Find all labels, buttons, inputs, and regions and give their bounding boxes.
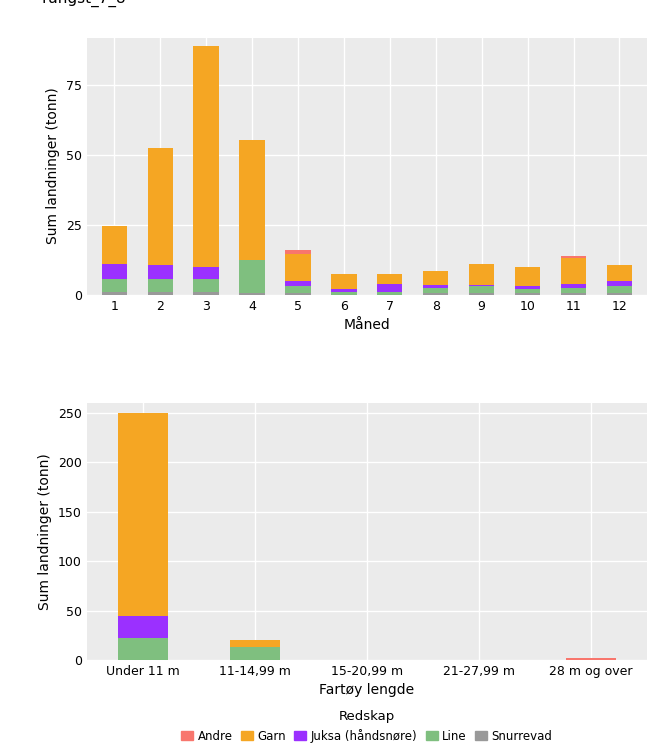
Legend: Andre, Garn, Juksa (håndsnøre), Line, Snurrevad: Andre, Garn, Juksa (håndsnøre), Line, Sn… <box>181 710 552 742</box>
Y-axis label: Sum landninger (tonn): Sum landninger (tonn) <box>39 453 53 610</box>
Bar <box>229 640 280 646</box>
Bar <box>423 288 448 293</box>
Bar <box>117 638 168 659</box>
Bar <box>515 290 540 293</box>
Bar <box>377 274 402 284</box>
Bar <box>239 140 265 260</box>
Bar <box>285 254 311 280</box>
Bar <box>193 292 219 295</box>
Text: Fangst_7_8: Fangst_7_8 <box>42 0 127 7</box>
Bar <box>515 286 540 290</box>
Bar <box>147 292 173 295</box>
Bar <box>607 286 632 293</box>
Bar <box>561 259 586 284</box>
Bar <box>561 256 586 259</box>
Bar <box>515 293 540 295</box>
Bar <box>101 264 127 279</box>
Bar <box>285 293 311 295</box>
Bar <box>229 646 280 659</box>
Bar <box>423 293 448 295</box>
Bar <box>607 266 632 280</box>
Bar <box>147 279 173 292</box>
Bar <box>101 292 127 295</box>
Bar <box>239 260 265 293</box>
Bar <box>607 293 632 295</box>
Bar <box>285 250 311 254</box>
Bar <box>239 293 265 295</box>
Bar <box>147 148 173 266</box>
Bar <box>423 271 448 285</box>
Bar <box>469 286 494 293</box>
Bar <box>469 285 494 286</box>
Bar <box>331 292 357 295</box>
Bar <box>117 616 168 638</box>
Bar <box>285 280 311 286</box>
Bar <box>423 285 448 288</box>
X-axis label: Måned: Måned <box>344 318 390 332</box>
Bar <box>515 267 540 286</box>
Bar <box>117 413 168 616</box>
Bar <box>607 280 632 286</box>
Bar <box>101 279 127 292</box>
Bar <box>331 290 357 292</box>
Bar <box>566 658 616 660</box>
Bar <box>561 293 586 295</box>
Bar <box>469 264 494 285</box>
Bar <box>193 267 219 279</box>
Bar <box>561 284 586 288</box>
Bar <box>193 46 219 267</box>
Bar <box>469 293 494 295</box>
Bar <box>377 292 402 295</box>
Bar <box>331 274 357 290</box>
Y-axis label: Sum landninger (tonn): Sum landninger (tonn) <box>46 88 60 245</box>
Bar <box>147 266 173 279</box>
Bar <box>377 284 402 292</box>
Bar <box>561 288 586 293</box>
Bar <box>193 279 219 292</box>
X-axis label: Fartøy lengde: Fartøy lengde <box>319 683 414 698</box>
Bar <box>101 226 127 264</box>
Bar <box>285 286 311 293</box>
